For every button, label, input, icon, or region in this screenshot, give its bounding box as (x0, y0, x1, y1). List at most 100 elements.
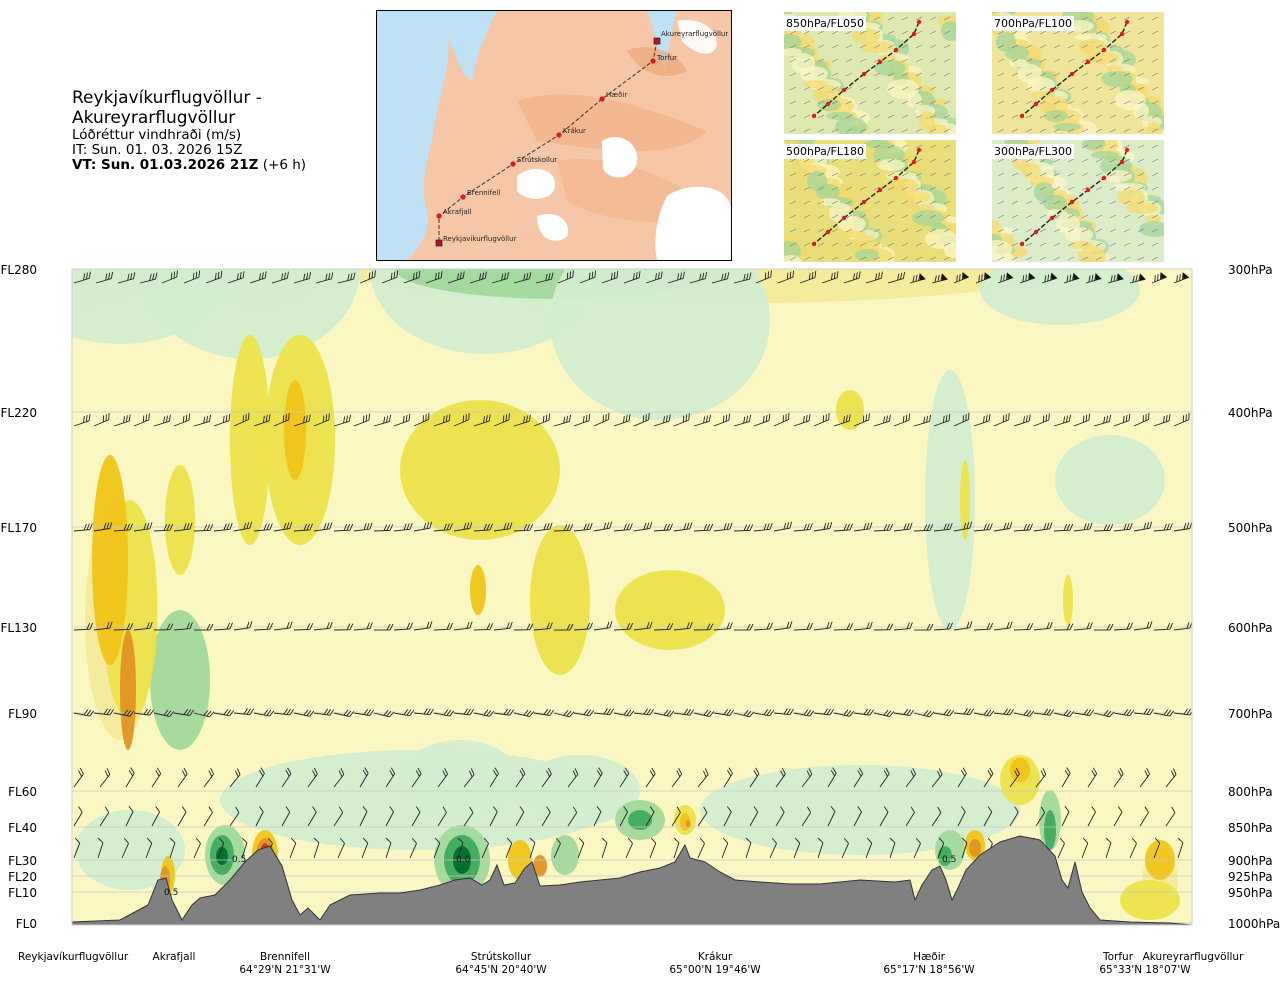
wind-barb (893, 413, 911, 427)
x-label-akureyri: Akureyrarflugvöllur (1142, 951, 1244, 964)
wind-barb (361, 837, 369, 859)
wind-barb (121, 837, 129, 859)
inset-map-700: 700hPa/FL100 (992, 12, 1164, 134)
wind-barb (769, 837, 777, 859)
wind-barb (359, 767, 369, 788)
wind-barb (673, 621, 693, 631)
wind-barb (953, 621, 973, 631)
x-label-name: Torfur (1102, 951, 1134, 963)
wind-barb (281, 767, 292, 788)
waypoint-marker (653, 37, 661, 45)
wind-barb (633, 413, 650, 427)
y-right-label: 850hPa (1228, 821, 1273, 835)
y-left-label: FL60 (8, 785, 37, 799)
wind-barb (753, 709, 775, 717)
wind-barb (993, 413, 1010, 427)
velocity-field-patch (1010, 757, 1030, 783)
wind-barb (241, 837, 248, 859)
wind-barb (873, 623, 894, 631)
wind-barb (773, 621, 793, 631)
y-left-label: FL170 (0, 521, 38, 535)
wind-barb (373, 414, 392, 427)
waypoint-marker (436, 213, 442, 219)
velocity-field-patch (150, 610, 210, 750)
wind-barb (1139, 768, 1151, 788)
wind-barb (359, 270, 376, 284)
x-label-strutskollur: Strútskollur 64°45'N 20°40'W (446, 951, 556, 977)
wind-barb (253, 523, 273, 532)
wind-barb (793, 523, 813, 532)
wind-barb (139, 272, 158, 284)
wind-barb (194, 623, 214, 631)
wind-barb (491, 271, 510, 284)
inset-waypoint (1019, 241, 1025, 247)
inset-route (1021, 21, 1128, 117)
chart-title-block: Reykjavíkurflugvöllur - Akureyrarflugvöl… (72, 88, 382, 173)
velocity-field-patch (836, 390, 864, 430)
wind-barb (193, 414, 212, 427)
inset-route (1021, 149, 1128, 245)
wind-barb (1053, 623, 1074, 631)
wind-barb (953, 412, 970, 427)
wind-barb (533, 708, 555, 716)
wind-barb (293, 271, 312, 284)
wind-barb (653, 523, 673, 532)
wind-barb (1093, 524, 1114, 532)
wind-barb (1061, 806, 1070, 827)
wind-barb (1063, 272, 1080, 284)
velocity-field-patch (75, 810, 185, 890)
wind-barb (173, 622, 193, 631)
wind-barb (73, 622, 94, 631)
wind-barb (233, 708, 254, 716)
wind-barb (793, 837, 801, 859)
velocity-field-patch (1055, 435, 1165, 525)
wind-barb (1053, 523, 1074, 532)
velocity-field-patch (165, 465, 195, 575)
wind-barb (273, 413, 290, 427)
wind-barb (293, 523, 313, 532)
inset-label-300: 300hPa/FL300 (992, 144, 1075, 159)
wind-barb (983, 767, 994, 788)
wind-barb (229, 768, 241, 788)
wind-barb (1105, 837, 1112, 859)
wind-barb (133, 522, 153, 532)
wind-barb (889, 837, 896, 859)
wind-barb (993, 708, 1014, 716)
wind-barb (183, 270, 201, 284)
inset-waypoint (911, 31, 917, 37)
wind-barb (253, 709, 275, 717)
wind-barb (1073, 413, 1091, 427)
waypoint-marker (556, 132, 562, 138)
inset-waypoint (1119, 31, 1125, 37)
wind-barb (359, 806, 368, 827)
wind-barb (593, 806, 602, 827)
wind-barb (1033, 621, 1053, 631)
y-left-label: FL0 (15, 917, 37, 931)
wind-barb (1107, 273, 1124, 284)
wind-barb (1087, 767, 1098, 788)
wind-barb (997, 272, 1014, 284)
inset-waypoint (841, 87, 847, 93)
wind-barb (255, 767, 265, 788)
inset-map-300: 300hPa/FL300 (992, 140, 1164, 262)
wind-barb (625, 837, 633, 859)
x-label-coord: 65°17'N 18°56'W (883, 964, 975, 976)
wind-barb (1151, 272, 1168, 284)
wind-barb (753, 522, 773, 532)
wind-barb (801, 768, 813, 788)
wind-barb (313, 621, 333, 631)
wind-barb (1094, 623, 1114, 631)
waypoint-label: Reykjavíkurflugvöllur (443, 235, 517, 243)
wind-barb (745, 837, 752, 859)
inset-waypoint (1049, 87, 1055, 93)
wind-barb (713, 413, 731, 427)
wind-barb (117, 272, 136, 284)
x-label-name: Akureyrarflugvöllur (1142, 951, 1244, 963)
wind-barb (933, 709, 955, 717)
terrain-profile (72, 835, 1192, 925)
inset-waypoint (893, 47, 899, 53)
wind-barb (671, 806, 681, 827)
wind-barb (315, 272, 334, 284)
wind-barb (73, 414, 91, 427)
wind-barb (733, 710, 755, 718)
